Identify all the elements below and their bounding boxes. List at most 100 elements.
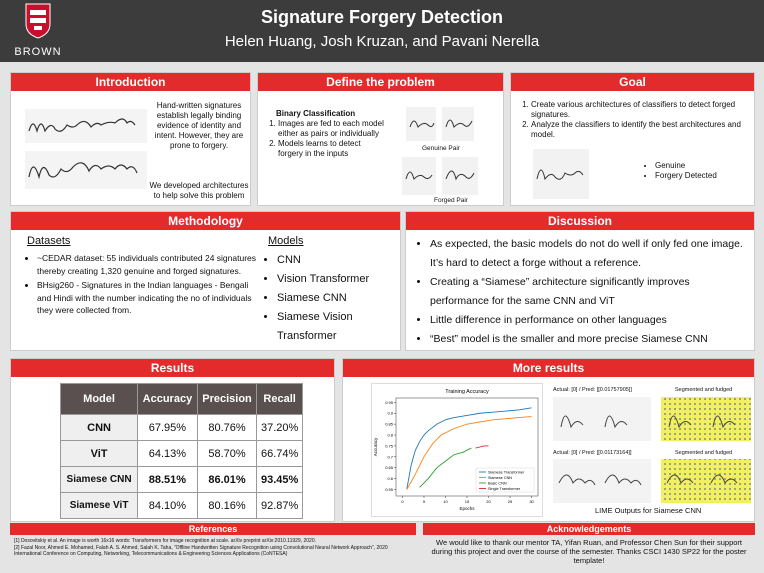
panel-title: Define the problem: [258, 73, 503, 91]
table-cell: 93.45%: [256, 466, 303, 493]
legend-item: Forgery Detected: [655, 171, 717, 181]
header: BROWN Signature Forgery Detection Helen …: [0, 0, 764, 62]
x-tick-label: 10: [443, 499, 448, 504]
panel-title: Goal: [511, 73, 754, 91]
methodology-panel: Methodology Datasets ~CEDAR dataset: 55 …: [10, 211, 401, 351]
legend-label: Single Transformer: [488, 487, 521, 491]
goal-panel: Goal Create various architectures of cla…: [510, 72, 755, 206]
results-table: Model Accuracy Precision Recall CNN 67.95…: [59, 383, 303, 519]
discussion-item: As expected, the basic models do not do …: [430, 235, 750, 273]
reference: [2] Fazal Noor, Ahmed E. Mohamed, Falah …: [14, 545, 388, 557]
table-cell: 86.01%: [196, 466, 258, 493]
panel-title: Results: [11, 359, 334, 377]
legend-label: Basic CNN: [488, 481, 507, 485]
lime-title: LIME Outputs for Siamese CNN: [595, 506, 702, 515]
table-cell: Siamese ViT: [59, 492, 139, 519]
line-series: [406, 416, 532, 490]
discussion-item: Creating a “Siamese” architecture signif…: [430, 273, 750, 311]
chart: Training Accuracy 0.55 0.6 0.65 0.7 0.75 0.8 0.…: [371, 383, 543, 517]
table-header: Precision: [196, 383, 258, 415]
panel-title: More results: [343, 359, 754, 377]
x-tick-label: 0: [401, 499, 404, 504]
table-header: Accuracy: [137, 383, 198, 415]
pair-images: [402, 107, 478, 195]
more-results-panel: More results Training Accuracy 0.55 0.6 0.6…: [342, 358, 755, 522]
y-tick-label: 0.6: [387, 476, 393, 481]
caption: Forged Pair: [434, 197, 468, 204]
model-item: CNN: [277, 251, 385, 270]
dataset-item: ~CEDAR dataset: 55 individuals contribut…: [37, 252, 257, 277]
y-axis-label: Accuracy: [373, 437, 378, 456]
caption: Genuine Pair: [422, 145, 460, 152]
lime-label: Actual: [0] / Pred: [[0.01757905]]: [553, 387, 632, 393]
datasets-heading: Datasets: [27, 235, 71, 247]
x-tick-label: 15: [465, 499, 470, 504]
panel-title: Introduction: [11, 73, 250, 91]
x-tick-label: 25: [508, 499, 513, 504]
y-tick-label: 0.7: [387, 454, 393, 459]
table-cell: CNN: [59, 414, 139, 441]
ack-text: We would like to thank our mentor TA, Yi…: [431, 538, 747, 565]
line-series: [475, 445, 489, 449]
y-tick-label: 0.85: [385, 422, 394, 427]
table-cell: 92.87%: [256, 492, 303, 519]
x-tick-label: 30: [529, 499, 534, 504]
line-series: [419, 447, 472, 488]
panel-title: Discussion: [406, 212, 754, 230]
y-tick-label: 0.8: [387, 433, 393, 438]
goal-item: Analyze the classifiers to identify the …: [531, 120, 751, 140]
table-cell: ViT: [59, 440, 139, 467]
legend-item: Genuine: [655, 161, 717, 171]
model-item: Siamese CNN: [277, 289, 385, 308]
panel-title: Methodology: [11, 212, 400, 230]
discussion-panel: Discussion As expected, the basic models…: [405, 211, 755, 351]
x-axis-label: Epochs: [459, 506, 475, 511]
discussion-item: “Best” model is the smaller and more pre…: [430, 330, 750, 349]
y-tick-label: 0.9: [387, 411, 393, 416]
references-panel: References [1] Dosovitskiy et al. An ima…: [10, 523, 416, 567]
title: Signature Forgery Detection: [260, 7, 504, 27]
discussion-item: Little difference in performance on othe…: [430, 311, 750, 330]
legend-label: Siamese CNN: [488, 476, 512, 480]
reference: [1] Dosovitskiy et al. An image is worth…: [14, 538, 316, 544]
y-tick-label: 0.65: [385, 465, 394, 470]
panel-title: References: [10, 523, 416, 535]
panel-title: Acknowledgements: [423, 523, 755, 535]
results-panel: Results Model Accuracy Precision Recall …: [10, 358, 335, 522]
model-item: Vision Transformer: [277, 270, 385, 289]
lime-label: Actual: [0] / Pred: [[0.01173164]]: [553, 450, 632, 456]
y-tick-label: 0.95: [385, 400, 394, 405]
goal-image: [533, 149, 589, 199]
lime-images: [553, 397, 751, 503]
model-item: Siamese Vision Transformer: [277, 308, 385, 346]
intro-text: We developed architectures to help solve…: [149, 181, 249, 200]
signature-images: [25, 109, 147, 189]
models-heading: Models: [268, 235, 304, 247]
logo-text: BROWN: [14, 46, 61, 58]
logo: BROWN: [14, 3, 61, 58]
dataset-item: BHsig260 - Signatures in the Indian lang…: [37, 279, 257, 317]
table-cell: 58.70%: [196, 440, 258, 467]
define-heading: Binary Classification: [276, 109, 356, 118]
table-cell: 88.51%: [137, 466, 198, 493]
table-cell: 66.74%: [256, 440, 303, 467]
table-cell: 84.10%: [137, 492, 198, 519]
y-tick-label: 0.55: [385, 487, 394, 492]
lime-caption: Segmented and fudged: [675, 387, 733, 393]
table-cell: 37.20%: [256, 414, 303, 441]
goal-item: Create various architectures of classifi…: [531, 100, 751, 120]
table-header: Model: [59, 383, 139, 415]
define-panel: Define the problem Binary Classification…: [257, 72, 504, 206]
lime-caption: Segmented and fudged: [675, 450, 733, 456]
table-cell: 80.76%: [196, 414, 258, 441]
acknowledgements-panel: Acknowledgements We would like to thank …: [423, 523, 755, 567]
define-item: Models learns to detect forgery in the i…: [278, 139, 384, 159]
table-cell: 64.13%: [137, 440, 198, 467]
authors: Helen Huang, Josh Kruzan, and Pavani Ner…: [224, 33, 540, 50]
table-cell: 67.95%: [137, 414, 198, 441]
define-item: Images are fed to each model either as p…: [278, 119, 384, 139]
intro-text: Hand-written signatures establish legall…: [154, 101, 244, 150]
table-cell: 80.16%: [196, 492, 258, 519]
chart-title: Training Accuracy: [445, 389, 489, 395]
